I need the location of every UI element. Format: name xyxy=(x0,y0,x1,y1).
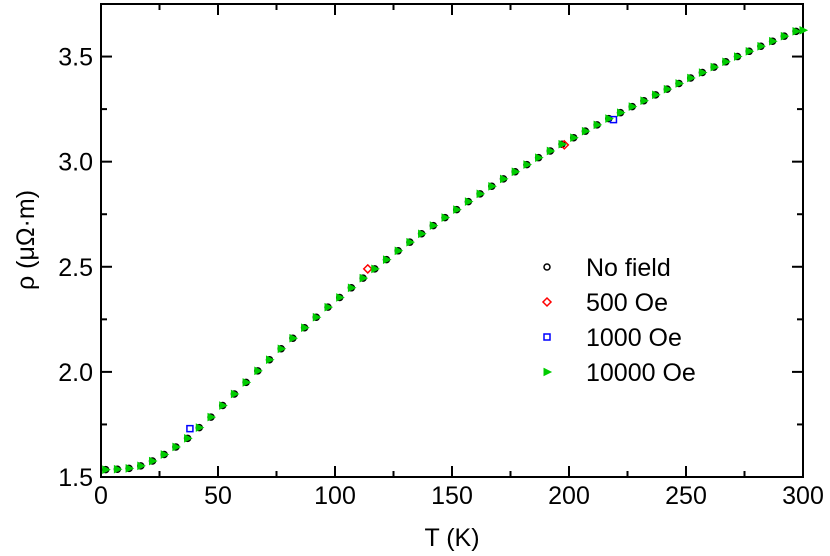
data-point xyxy=(347,283,357,293)
data-point xyxy=(663,84,673,94)
data-point xyxy=(652,90,661,100)
data-point xyxy=(453,205,462,214)
data-point xyxy=(780,31,790,41)
x-tick-label: 50 xyxy=(204,482,232,510)
data-point xyxy=(265,355,275,365)
data-point xyxy=(476,189,486,199)
plot-frame xyxy=(100,3,804,478)
data-point xyxy=(523,160,532,169)
x-tick-label: 100 xyxy=(314,482,356,510)
y-tick-label: 3.5 xyxy=(58,44,93,72)
data-point xyxy=(312,312,322,322)
y-tick-label: 3.0 xyxy=(58,149,93,177)
x-tick-label: 150 xyxy=(431,482,473,510)
y-axis-title: ρ (μΩ·m) xyxy=(12,190,40,290)
data-point xyxy=(195,423,205,432)
data-point xyxy=(799,25,809,35)
x-axis-title: T (K) xyxy=(424,524,479,552)
data-point xyxy=(184,434,193,443)
data-point xyxy=(558,139,568,149)
series-10000-oe xyxy=(102,25,809,474)
data-point xyxy=(160,450,170,459)
data-point xyxy=(745,46,755,56)
data-point xyxy=(102,465,111,474)
data-point xyxy=(499,174,509,184)
x-tick-label: 0 xyxy=(94,482,108,510)
data-point xyxy=(382,255,392,264)
data-point xyxy=(359,273,369,283)
data-point xyxy=(371,264,380,274)
data-point xyxy=(242,378,252,387)
data-point xyxy=(336,293,345,302)
data-point xyxy=(113,464,123,474)
y-tick-label: 2.5 xyxy=(58,254,93,282)
y-tick-label: 2.0 xyxy=(58,359,93,387)
data-point xyxy=(733,52,743,61)
data-point xyxy=(757,41,766,51)
data-point xyxy=(710,62,720,72)
data-point xyxy=(324,302,334,312)
data-point xyxy=(535,153,544,162)
data-point xyxy=(172,442,181,452)
data-point xyxy=(219,401,228,410)
data-point xyxy=(230,389,240,399)
data-point xyxy=(406,237,415,247)
data-markers xyxy=(101,25,809,474)
x-tick-label: 200 xyxy=(548,482,590,510)
data-point xyxy=(616,108,626,117)
legend-label: 500 Oe xyxy=(586,289,668,317)
data-point xyxy=(148,456,158,466)
data-point xyxy=(605,114,614,123)
legend-marker xyxy=(543,367,553,377)
data-point xyxy=(640,96,649,106)
legend-label: 1000 Oe xyxy=(586,324,682,352)
data-point xyxy=(593,120,603,130)
data-point xyxy=(394,246,404,256)
data-point xyxy=(675,79,685,88)
axes: 0 50 100 150 200 250 300 1.5 2.0 2.5 3.0 3.5 xyxy=(58,4,824,510)
data-point xyxy=(207,412,217,422)
legend-marker xyxy=(541,296,553,308)
data-point xyxy=(546,146,556,156)
data-point xyxy=(511,167,521,177)
x-tick-label: 250 xyxy=(665,482,707,510)
data-point xyxy=(488,181,497,191)
x-tick-label: 300 xyxy=(782,482,824,510)
series-no-field xyxy=(101,27,800,474)
legend-marker xyxy=(543,263,551,271)
data-point xyxy=(186,424,194,433)
data-point xyxy=(769,36,778,46)
data-point xyxy=(464,197,474,206)
data-point xyxy=(418,229,427,239)
y-tick-label: 1.5 xyxy=(58,464,93,492)
data-point xyxy=(570,133,579,143)
data-point xyxy=(362,263,373,274)
legend-marker xyxy=(543,333,551,341)
data-point xyxy=(137,461,146,471)
data-point xyxy=(722,57,731,67)
data-point xyxy=(698,68,708,77)
data-point xyxy=(687,73,696,83)
data-point xyxy=(254,366,263,376)
legend-label: 10000 Oe xyxy=(586,359,696,387)
data-point xyxy=(628,102,638,111)
data-point xyxy=(429,221,439,230)
data-point xyxy=(581,126,591,136)
data-point xyxy=(792,27,802,36)
series-1000-oe xyxy=(186,115,618,433)
data-point xyxy=(441,213,451,222)
legend: No field 500 Oe 1000 Oe 10000 Oe xyxy=(541,254,696,387)
legend-label: No field xyxy=(586,254,671,282)
data-point xyxy=(125,464,135,473)
data-point xyxy=(301,323,310,333)
data-point xyxy=(289,333,298,343)
data-point xyxy=(277,344,287,354)
